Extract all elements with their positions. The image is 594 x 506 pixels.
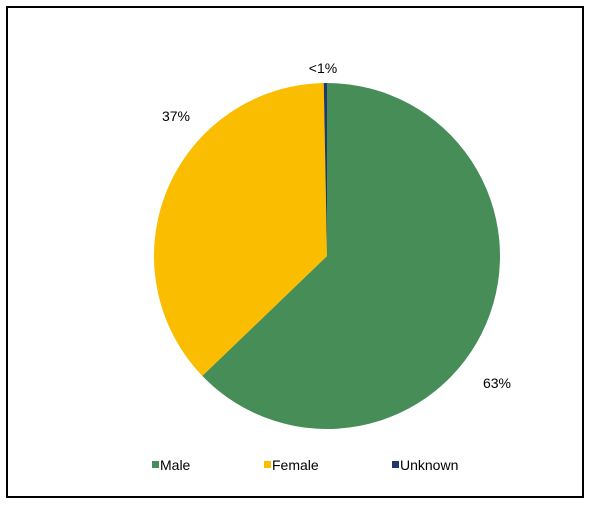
data-labels: 63% 37% <1% bbox=[162, 60, 511, 391]
data-label-female: 37% bbox=[162, 108, 190, 124]
pie-slice-unknown bbox=[323, 83, 327, 256]
pie-slices bbox=[153, 83, 500, 429]
legend-swatch-unknown bbox=[392, 461, 399, 468]
legend-swatch-male bbox=[152, 461, 159, 468]
legend-label-male: Male bbox=[160, 457, 191, 473]
legend-label-unknown: Unknown bbox=[400, 457, 458, 473]
legend: Male Female Unknown bbox=[152, 457, 458, 473]
pie-slice-female bbox=[153, 83, 327, 376]
legend-label-female: Female bbox=[272, 457, 319, 473]
legend-swatch-female bbox=[264, 461, 271, 468]
data-label-male: 63% bbox=[483, 375, 511, 391]
data-label-unknown: <1% bbox=[309, 60, 337, 76]
pie-slice-male bbox=[202, 83, 500, 429]
